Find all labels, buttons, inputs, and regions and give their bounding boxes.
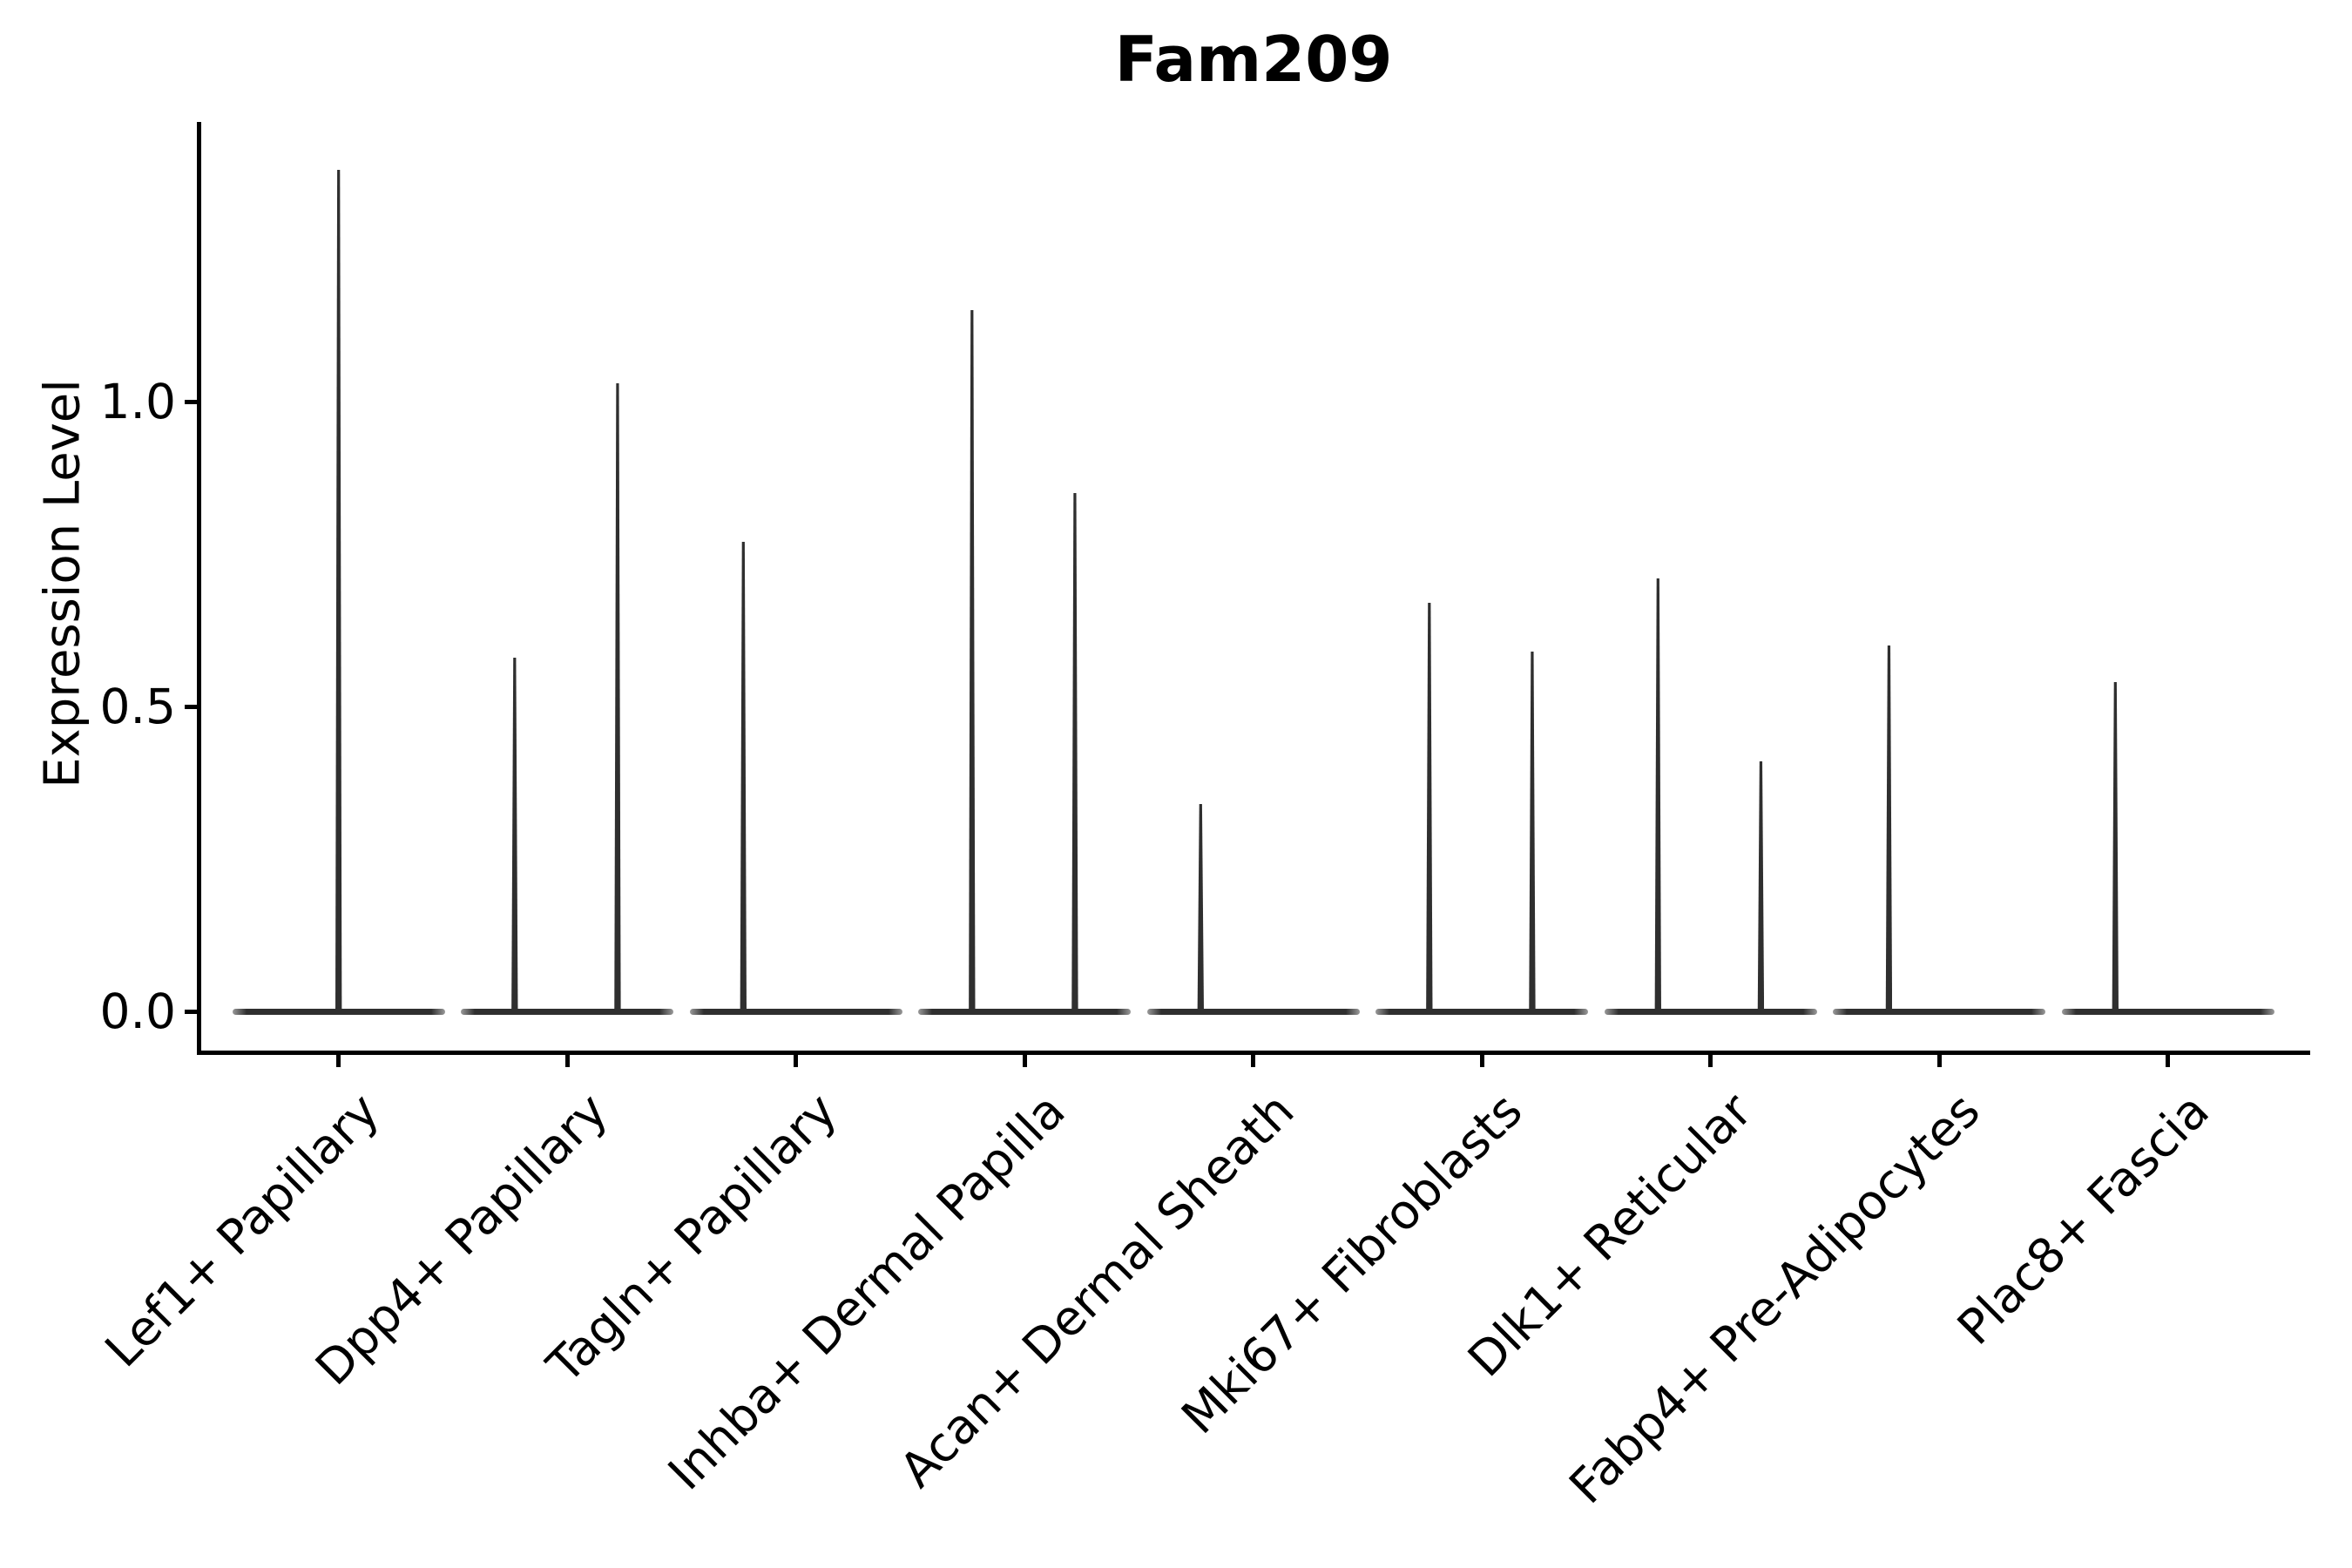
x-axis-spine — [197, 1051, 2310, 1055]
x-tick-mark — [564, 1055, 570, 1067]
violin-base — [1604, 1008, 1817, 1015]
violin-spike — [1071, 493, 1078, 1011]
y-tick-mark — [185, 704, 197, 709]
violin-spike — [740, 542, 747, 1011]
violin-base — [2061, 1008, 2274, 1015]
violin-spike — [1757, 761, 1765, 1011]
x-tick-mark — [1936, 1055, 1942, 1067]
y-tick-label: 1.0 — [99, 373, 176, 429]
violin-spike — [335, 170, 342, 1011]
violin-spike — [969, 310, 976, 1011]
x-tick-label: Plac8+ Fascia — [1946, 1082, 2220, 1355]
violin-spike — [1197, 804, 1204, 1011]
y-axis-spine — [197, 122, 201, 1055]
x-tick-mark — [794, 1055, 799, 1067]
x-tick-label: Fabp4+ Pre-Adipocytes — [1558, 1082, 1991, 1515]
violin-base — [689, 1008, 902, 1015]
y-tick-mark — [185, 1009, 197, 1014]
y-tick-mark — [185, 399, 197, 404]
violin-base — [918, 1008, 1132, 1015]
violin-spike — [1885, 645, 1893, 1011]
chart-title: Fam209 — [1114, 23, 1393, 96]
x-tick-label: Acan+ Dermal Sheath — [889, 1082, 1305, 1498]
y-tick-label: 0.0 — [99, 983, 176, 1039]
violin-spike — [2112, 682, 2119, 1011]
violin-spike — [614, 383, 621, 1011]
y-tick-label: 0.5 — [99, 678, 176, 734]
x-tick-mark — [1022, 1055, 1027, 1067]
violin-spike — [511, 658, 518, 1011]
violin-base — [1375, 1008, 1589, 1015]
x-tick-mark — [1708, 1055, 1713, 1067]
violin-spike — [1426, 603, 1433, 1011]
violin-base — [461, 1008, 674, 1015]
violin-base — [1146, 1008, 1360, 1015]
x-tick-mark — [1479, 1055, 1484, 1067]
x-tick-label: Inhba+ Dermal Papilla — [658, 1082, 1077, 1501]
violin-base — [1833, 1008, 2046, 1015]
violin-spike — [1654, 578, 1661, 1011]
violin-base — [232, 1008, 445, 1015]
x-tick-mark — [2166, 1055, 2171, 1067]
violin-spike — [1529, 652, 1536, 1011]
x-tick-mark — [1251, 1055, 1256, 1067]
x-tick-mark — [336, 1055, 341, 1067]
